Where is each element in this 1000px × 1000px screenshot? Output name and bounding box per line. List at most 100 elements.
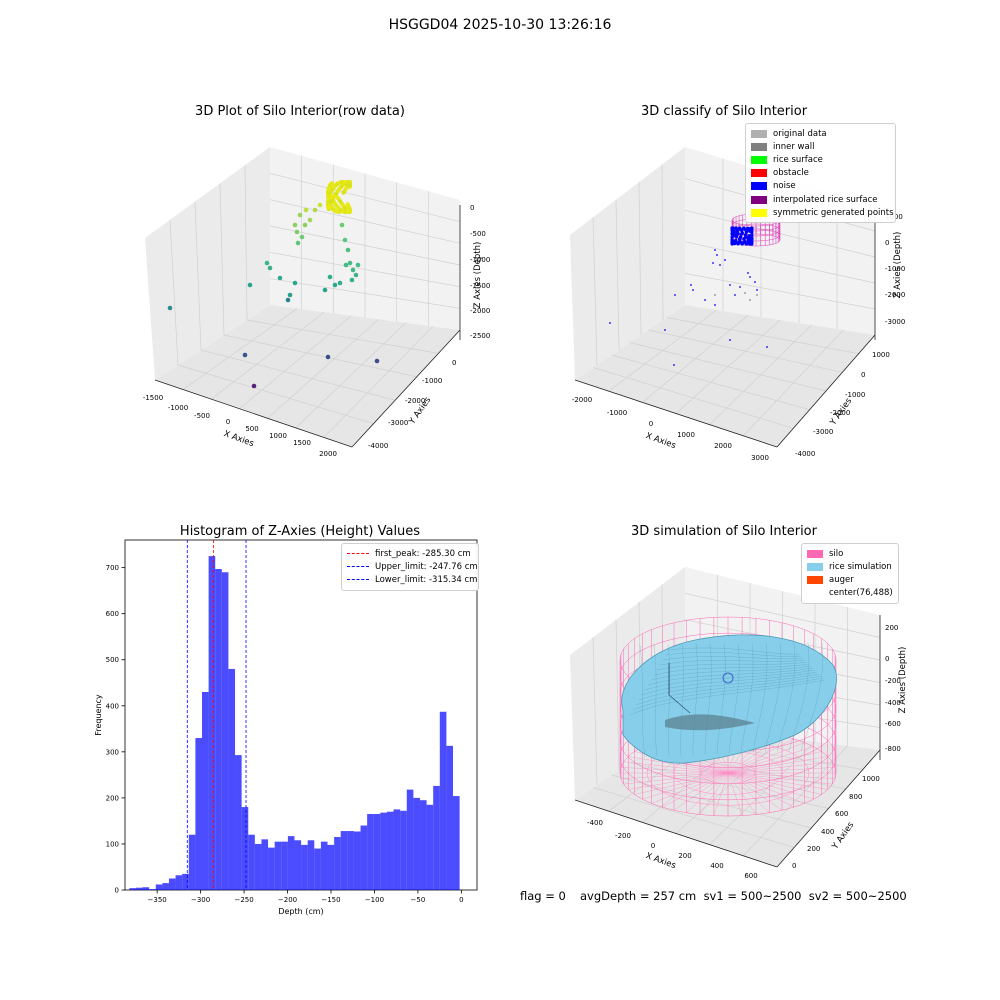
- histogram-bar: [254, 843, 262, 890]
- histogram-bar: [261, 839, 269, 890]
- legend-entry: original data: [751, 127, 890, 140]
- noise-point: [690, 284, 692, 286]
- y-tick-label: 600: [106, 610, 119, 618]
- histogram-bar: [135, 887, 143, 890]
- x-tick-label: 1000: [269, 432, 287, 440]
- auger-line: [668, 694, 691, 714]
- grid-line: [592, 637, 598, 786]
- y-tick-label: 0: [861, 371, 865, 379]
- grid-line: [169, 219, 179, 366]
- z-tick-label: 0: [470, 204, 474, 212]
- legend-entry: silo: [807, 547, 893, 560]
- histogram-bar: [400, 810, 407, 890]
- rice-mesh: [740, 643, 754, 754]
- noise-point: [724, 259, 726, 261]
- axis-line: [776, 334, 876, 448]
- x-tick-label: −100: [365, 896, 384, 904]
- rice-mesh: [667, 644, 671, 757]
- data-point: [292, 280, 298, 286]
- histogram-bar: [386, 811, 394, 890]
- y-tick-label: -3000: [813, 428, 833, 436]
- rice-mesh: [635, 675, 822, 706]
- legend-swatch: [347, 579, 369, 581]
- histogram-bar: [320, 841, 328, 890]
- noise-point: [743, 236, 747, 240]
- histogram-bar: [406, 789, 414, 890]
- legend-entry: Upper_limit: -247.76 cm: [347, 560, 478, 573]
- z-tick-label: -1000: [470, 256, 490, 264]
- axis-line: [154, 379, 353, 448]
- z-tick-label: -600: [885, 720, 901, 728]
- histogram-bar: [307, 840, 315, 890]
- histogram-bar: [327, 844, 335, 890]
- legend-entry: center(76,488): [807, 587, 893, 600]
- data-point: [341, 180, 346, 185]
- histogram-bar: [188, 834, 196, 890]
- legend-label: silo: [829, 548, 844, 559]
- z-tick-label: 200: [885, 624, 898, 632]
- y-tick-label: 0: [792, 862, 796, 870]
- legend-swatch: [751, 195, 767, 204]
- grid-line: [323, 326, 434, 438]
- noise-point: [750, 241, 754, 245]
- grid-line: [629, 762, 829, 809]
- z-tick-label: -3000: [885, 318, 905, 326]
- x-axis-label: Depth (cm): [278, 907, 323, 916]
- rice-mesh: [647, 667, 814, 686]
- legend-label: auger: [829, 574, 854, 585]
- x-tick-label: -2000: [572, 396, 592, 404]
- x-tick-label: −350: [148, 896, 167, 904]
- noise-point: [609, 322, 611, 324]
- grid-line: [269, 278, 461, 309]
- y-tick-label: -3000: [388, 419, 408, 427]
- y-tick-label: -4000: [795, 450, 815, 458]
- histogram-bar: [129, 888, 136, 890]
- x-tick-label: 3000: [751, 454, 769, 462]
- data-point: [355, 262, 361, 268]
- z-tick-label: 0: [885, 239, 889, 247]
- data-point: [347, 182, 352, 187]
- noise-point: [738, 235, 743, 239]
- rice-mesh: [629, 679, 826, 716]
- data-point: [251, 383, 257, 389]
- y-tick-label: 400: [821, 828, 834, 836]
- data-point: [350, 267, 356, 273]
- x-axis-label: X Axies: [644, 851, 677, 871]
- legend-swatch: [751, 169, 767, 178]
- data-point: [297, 212, 303, 218]
- legend-entry: obstacle: [751, 167, 890, 180]
- legend-swatch: [751, 155, 767, 164]
- noise-point: [743, 233, 748, 238]
- data-point: [325, 354, 331, 360]
- grid-line: [239, 315, 352, 409]
- data-point: [353, 272, 359, 278]
- legend-swatch: [751, 182, 767, 191]
- y-tick-label: -2000: [830, 409, 850, 417]
- data-point: [307, 217, 313, 223]
- x-tick-label: -500: [194, 412, 210, 420]
- data-point: [292, 222, 298, 228]
- legend-label: symmetric generated points: [773, 207, 894, 218]
- legend-swatch: [807, 549, 823, 558]
- noise-point: [714, 249, 716, 251]
- legend-swatch: [751, 129, 767, 138]
- z-tick-label: -800: [885, 745, 901, 753]
- y-tick-label: 0: [452, 359, 456, 367]
- histogram-legend: first_peak: -285.30 cm Upper_limit: -247.…: [341, 543, 479, 591]
- auger-marker: [722, 672, 734, 684]
- floor-pane: [575, 305, 875, 447]
- z-tick-label: 0: [885, 655, 889, 663]
- grid-line: [269, 225, 461, 266]
- noise-point: [704, 299, 706, 301]
- data-point: [277, 275, 283, 281]
- x-tick-label: −300: [191, 896, 210, 904]
- legend-entry: first_peak: -285.30 cm: [347, 547, 473, 560]
- data-point: [303, 207, 309, 213]
- x-tick-label: −150: [321, 896, 340, 904]
- legend-swatch: [807, 562, 823, 571]
- x-tick-label: -400: [587, 819, 603, 827]
- histogram-bar: [208, 556, 216, 890]
- data-point: [329, 198, 334, 203]
- z-tick-label: -1000: [885, 265, 905, 273]
- histogram-bar: [373, 814, 381, 890]
